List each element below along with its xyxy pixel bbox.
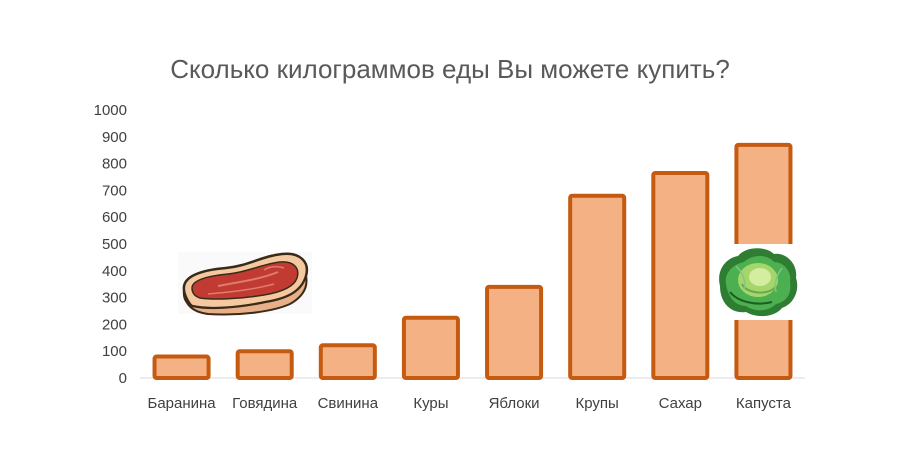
y-tick-label: 700 [102,182,127,199]
y-tick-label: 300 [102,290,127,307]
y-tick-label: 800 [102,156,127,173]
x-tick-label: Куры [413,395,448,412]
x-tick-label: Капуста [736,395,792,412]
y-tick-label: 0 [119,370,127,387]
y-tick-label: 500 [102,236,127,253]
x-tick-label: Сахар [659,395,702,412]
chart-title: Сколько килограммов еды Вы можете купить… [170,54,730,84]
y-tick-label: 600 [102,209,127,226]
bar [152,354,211,380]
y-tick-label: 1000 [94,102,127,119]
y-axis: 0 100 200 300 400 500 600 700 800 900 1000 [94,102,127,387]
y-tick-label: 100 [102,343,127,360]
bar [318,343,377,380]
bar [235,349,294,381]
y-tick-label: 400 [102,263,127,280]
x-tick-label: Говядина [232,395,298,412]
x-tick-label: Баранина [147,395,216,412]
y-tick-label: 200 [102,316,127,333]
bar [568,193,627,380]
x-axis-labels: Баранина Говядина Свинина Куры Яблоки Крупы Са… [147,395,791,412]
x-tick-label: Свинина [318,395,379,412]
y-tick-label: 900 [102,129,127,146]
bar [401,315,460,381]
bar [485,284,544,381]
cabbage-icon [716,244,800,320]
bar [651,170,710,380]
steak-icon [178,252,312,316]
x-tick-label: Крупы [576,395,619,412]
x-tick-label: Яблоки [489,395,540,412]
